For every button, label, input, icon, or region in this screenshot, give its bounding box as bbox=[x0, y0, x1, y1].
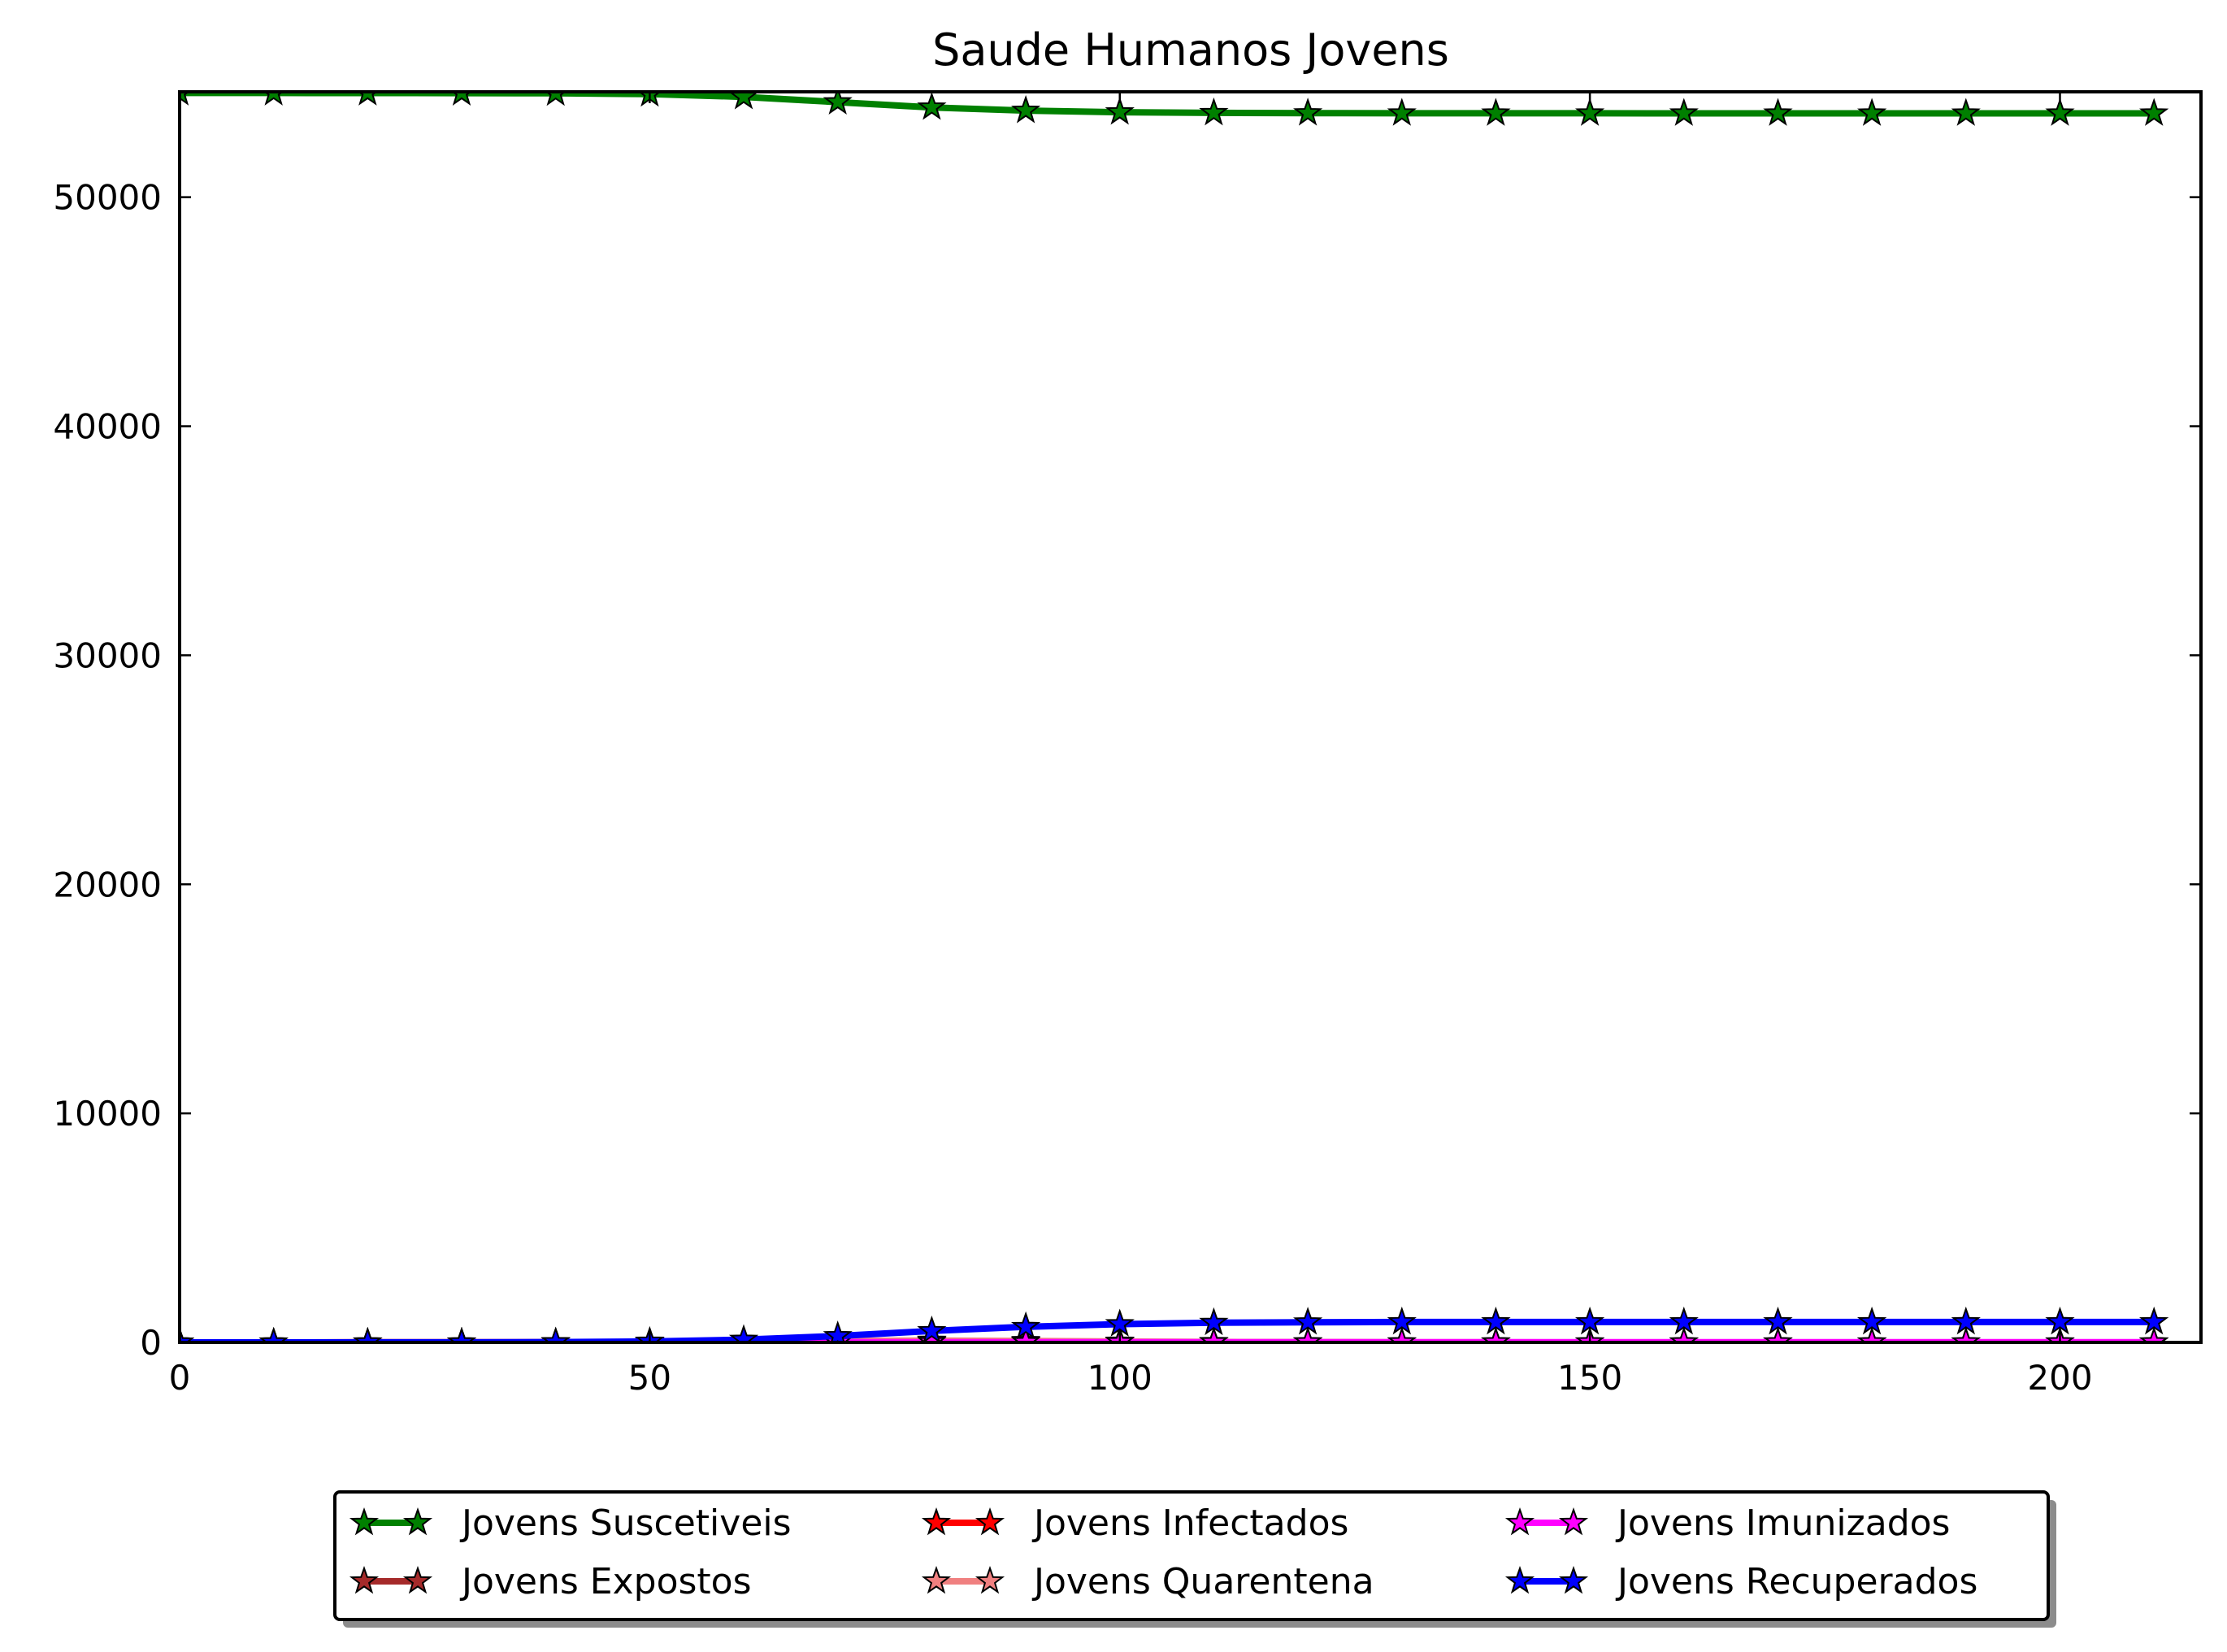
legend-label: Jovens Expostos bbox=[459, 1561, 752, 1602]
legend-label: Jovens Quarentena bbox=[1031, 1561, 1374, 1602]
y-tick-label: 10000 bbox=[53, 1094, 162, 1134]
chart-title: Saude Humanos Jovens bbox=[932, 24, 1449, 76]
y-tick-label: 0 bbox=[140, 1323, 162, 1363]
legend-label: Jovens Suscetiveis bbox=[459, 1502, 792, 1544]
x-tick-label: 0 bbox=[169, 1358, 191, 1398]
x-tick-label: 50 bbox=[628, 1358, 671, 1398]
legend-label: Jovens Infectados bbox=[1031, 1502, 1348, 1544]
x-tick-label: 150 bbox=[1557, 1358, 1622, 1398]
legend: Jovens Suscetiveis Jovens Expostos Jovens … bbox=[335, 1492, 2056, 1628]
legend-label: Jovens Recuperados bbox=[1615, 1561, 1977, 1602]
x-tick-label: 200 bbox=[2027, 1358, 2092, 1398]
legend-label: Jovens Imunizados bbox=[1615, 1502, 1950, 1544]
x-tick-label: 100 bbox=[1087, 1358, 1153, 1398]
y-tick-label: 40000 bbox=[53, 407, 162, 447]
y-tick-label: 20000 bbox=[53, 865, 162, 904]
y-tick-label: 30000 bbox=[53, 635, 162, 675]
y-tick-label: 50000 bbox=[53, 178, 162, 218]
